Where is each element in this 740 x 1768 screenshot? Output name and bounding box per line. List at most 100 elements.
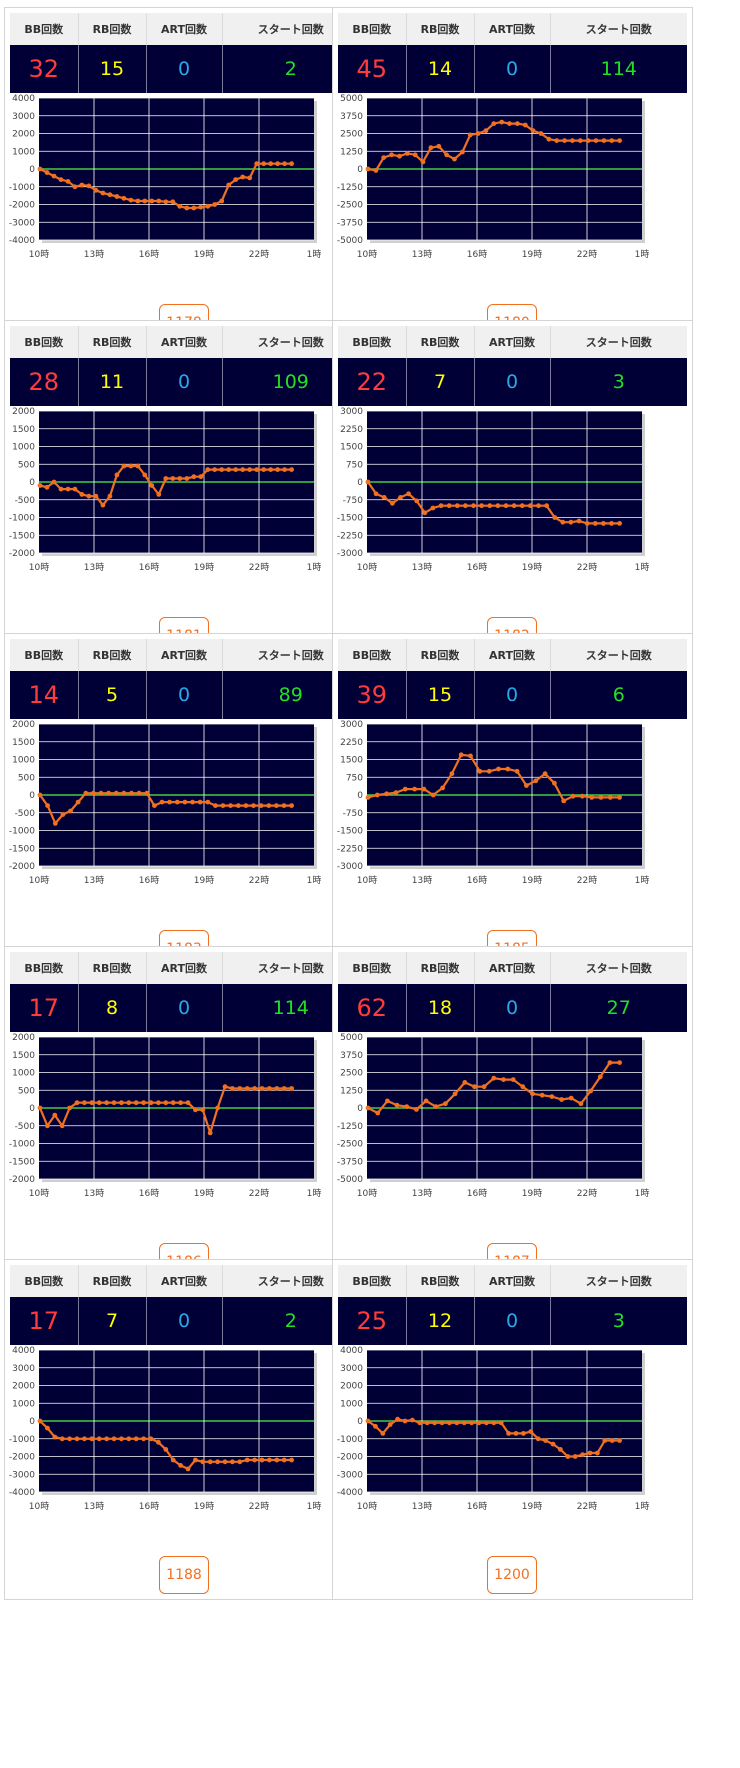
data-point — [533, 778, 539, 784]
machine-number-button[interactable]: 1200 — [487, 1556, 537, 1594]
data-point — [389, 152, 394, 158]
data-point — [444, 152, 449, 158]
data-point — [475, 131, 481, 136]
plot-shadow — [370, 1492, 645, 1495]
bb-header: BB回数 — [338, 1265, 407, 1297]
y-tick-label: -2000 — [9, 549, 35, 559]
data-point — [193, 1107, 198, 1113]
start-count: 3 — [550, 1297, 687, 1345]
plot-shadow — [642, 1040, 645, 1182]
data-point — [487, 503, 493, 509]
x-tick-label: 1時 — [635, 1188, 650, 1199]
data-point — [170, 1100, 176, 1106]
y-tick-label: 750 — [346, 773, 363, 783]
y-tick-label: 2000 — [12, 720, 35, 730]
data-point — [472, 1084, 477, 1090]
x-tick-label: 13時 — [412, 249, 432, 260]
y-tick-label: 1500 — [340, 756, 363, 766]
data-point — [226, 182, 232, 188]
x-tick-label: 19時 — [522, 249, 542, 260]
y-tick-label: -2250 — [337, 844, 363, 854]
data-point — [254, 467, 260, 472]
x-tick-label: 1時 — [635, 249, 650, 260]
data-point — [107, 192, 113, 198]
data-point — [247, 467, 253, 472]
data-point — [121, 790, 127, 796]
x-tick-label: 13時 — [84, 875, 104, 886]
y-tick-label: -1500 — [9, 844, 35, 854]
data-point — [79, 182, 85, 188]
y-tick-label: 0 — [29, 791, 35, 801]
stats-table: BB回数 RB回数 ART回数 スタート回数 25 12 0 3 — [338, 1265, 687, 1345]
data-point — [254, 161, 260, 167]
data-point — [240, 467, 246, 472]
data-point — [496, 766, 501, 772]
machine-card-1180: BB回数 RB回数 ART回数 スタート回数 45 14 0 114 5000 3750 2500 1… — [332, 7, 693, 348]
data-point — [163, 1447, 169, 1452]
data-point — [184, 205, 190, 211]
data-point — [521, 1431, 526, 1436]
start-header: スタート回数 — [550, 326, 687, 358]
data-point — [550, 1441, 556, 1447]
profit-chart: 2000 1500 1000 500 0 -500 -1000 -1500 -2000 10時 13… — [9, 720, 322, 886]
data-point — [152, 803, 157, 808]
y-tick-label: 1500 — [340, 443, 363, 453]
data-point — [226, 467, 232, 472]
machine-card-1187: BB回数 RB回数 ART回数 スタート回数 62 18 0 27 5000 3750 2500 12… — [332, 946, 693, 1287]
art-count: 0 — [474, 984, 551, 1032]
data-point — [476, 1420, 482, 1426]
data-point — [501, 1077, 506, 1082]
data-point — [177, 476, 183, 481]
data-point — [45, 1123, 50, 1129]
data-point — [412, 786, 417, 792]
rb-header: RB回数 — [406, 1265, 475, 1297]
data-point — [93, 493, 99, 499]
rb-header: RB回数 — [406, 639, 475, 671]
y-tick-label: 0 — [29, 1104, 35, 1114]
machine-number-button[interactable]: 1188 — [159, 1556, 209, 1594]
data-point — [469, 1420, 474, 1426]
data-point — [219, 467, 225, 472]
data-point — [570, 793, 576, 799]
x-tick-label: 16時 — [467, 875, 487, 886]
y-tick-label: -2500 — [337, 1140, 363, 1150]
machine-card-1181: BB回数 RB回数 ART回数 スタート回数 28 11 0 109 2000 1500 1000 5… — [4, 320, 365, 661]
data-point — [436, 143, 442, 149]
x-tick-label: 22時 — [249, 562, 269, 573]
x-tick-label: 1時 — [307, 562, 322, 573]
x-tick-label: 19時 — [522, 1188, 542, 1199]
x-tick-label: 1時 — [635, 562, 650, 573]
data-point — [402, 1418, 408, 1424]
data-point — [568, 519, 574, 525]
art-count: 0 — [474, 1297, 551, 1345]
plot-shadow — [314, 101, 317, 243]
y-tick-label: 5000 — [340, 94, 363, 104]
stats-table: BB回数 RB回数 ART回数 スタート回数 17 7 0 2 — [10, 1265, 359, 1345]
data-point — [275, 467, 280, 472]
rb-count: 8 — [78, 984, 147, 1032]
bb-header: BB回数 — [338, 639, 407, 671]
data-point — [440, 785, 445, 791]
data-point — [244, 1457, 250, 1463]
data-point — [483, 128, 489, 134]
x-tick-label: 10時 — [29, 1501, 49, 1512]
data-point — [274, 803, 279, 808]
data-point — [479, 503, 484, 509]
data-point — [126, 1100, 132, 1106]
data-point — [184, 476, 190, 481]
data-point — [193, 1457, 198, 1463]
data-point — [205, 203, 211, 209]
data-point — [59, 1436, 65, 1442]
data-point — [207, 1130, 213, 1136]
y-tick-label: 4000 — [12, 1346, 35, 1356]
data-point — [142, 198, 148, 204]
data-point — [572, 1454, 578, 1459]
data-point — [222, 1459, 228, 1465]
data-point — [247, 175, 253, 181]
data-point — [68, 808, 73, 814]
data-point — [589, 795, 595, 800]
data-point — [584, 521, 590, 526]
data-point — [282, 161, 287, 167]
data-point — [381, 495, 387, 500]
data-point — [507, 121, 512, 126]
